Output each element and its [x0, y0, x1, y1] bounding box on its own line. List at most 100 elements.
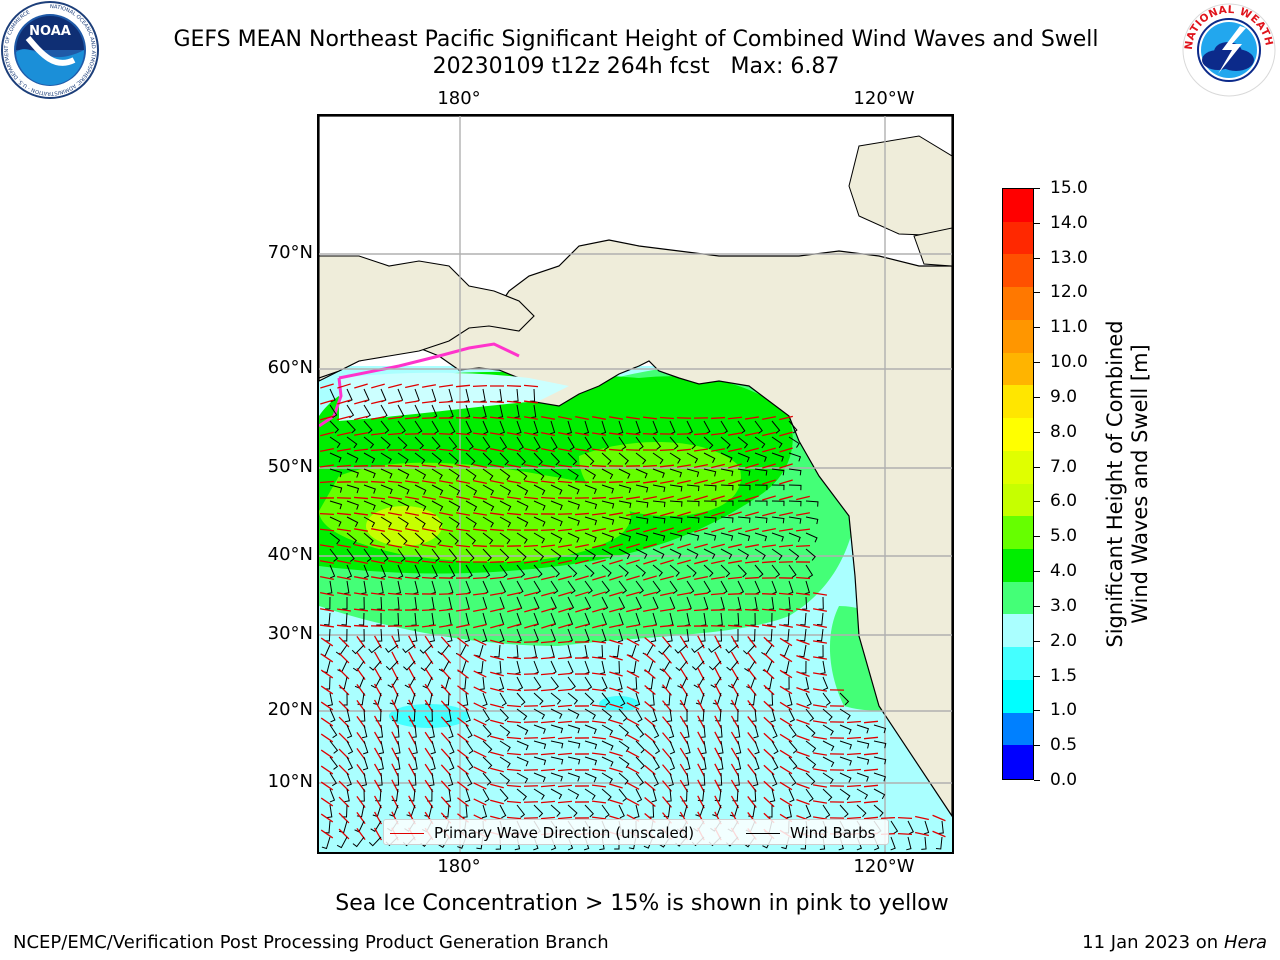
wave-direction-arrow	[405, 383, 419, 389]
wind-barb	[550, 692, 562, 705]
legend-barb-swatch	[746, 832, 780, 834]
wave-direction-arrow	[320, 399, 334, 405]
wind-barb	[618, 708, 628, 722]
wave-direction-arrow	[763, 636, 775, 648]
wind-barb	[856, 804, 867, 818]
wind-barb	[499, 724, 511, 737]
wave-direction-arrow	[391, 715, 399, 729]
wave-direction-arrow	[644, 637, 656, 647]
wave-direction-arrow	[506, 385, 522, 387]
wave-direction-arrow	[439, 495, 453, 501]
colorbar-tick-label: 13.0	[1050, 247, 1088, 268]
wave-direction-arrow	[557, 640, 573, 644]
wave-direction-arrow	[391, 731, 399, 745]
wave-direction-arrow	[507, 447, 521, 453]
wind-barb	[514, 404, 520, 419]
wave-direction-arrow	[472, 576, 488, 580]
wave-direction-arrow	[679, 731, 689, 745]
wind-barb	[516, 756, 529, 767]
wave-direction-arrow	[591, 752, 607, 756]
wind-barb	[584, 692, 595, 706]
wind-barb	[550, 564, 560, 578]
wind-barb	[516, 564, 526, 578]
wave-direction-arrow	[408, 779, 416, 793]
wind-barb	[329, 772, 338, 787]
wind-barb	[498, 676, 505, 691]
wind-barb	[668, 724, 675, 739]
wind-barb	[465, 772, 473, 787]
wind-barb	[635, 468, 648, 479]
wind-barb	[716, 772, 723, 786]
wind-barb	[448, 516, 460, 528]
wind-barb	[683, 772, 690, 787]
wind-barb	[429, 628, 436, 643]
wind-barb	[703, 548, 716, 559]
wave-direction-arrow	[745, 495, 759, 501]
wave-direction-arrow	[541, 623, 555, 629]
wind-barb	[618, 452, 629, 465]
colorbar-segment	[1003, 450, 1033, 485]
wind-barb	[465, 452, 476, 466]
wind-barb	[634, 692, 641, 707]
wind-barb	[368, 644, 382, 654]
wave-direction-arrow	[455, 544, 471, 548]
chart-title: GEFS MEAN Northeast Pacific Significant …	[173, 27, 1099, 52]
wave-direction-arrow	[490, 687, 504, 693]
wave-direction-arrow	[473, 686, 487, 694]
wind-barb	[726, 660, 739, 671]
wave-direction-arrow	[711, 448, 725, 452]
wind-barb	[329, 708, 336, 723]
wind-barb	[839, 756, 852, 766]
wave-direction-arrow	[626, 702, 640, 710]
wave-direction-arrow	[506, 416, 522, 420]
wave-direction-arrow	[609, 703, 623, 709]
wind-barb	[380, 532, 391, 545]
wave-direction-arrow	[779, 717, 793, 727]
wind-barb	[720, 548, 733, 560]
wave-direction-arrow	[370, 512, 386, 516]
wave-direction-arrow	[591, 464, 607, 468]
wave-direction-arrow	[540, 704, 556, 708]
wave-direction-arrow	[796, 654, 810, 662]
wave-direction-arrow	[421, 624, 437, 628]
wave-direction-arrow	[337, 383, 351, 389]
wave-direction-arrow	[456, 495, 470, 501]
wave-direction-arrow	[677, 543, 691, 549]
wind-barb	[801, 596, 808, 610]
wave-direction-arrow	[354, 559, 368, 565]
wave-direction-arrow	[779, 765, 793, 775]
wind-barb	[464, 404, 471, 419]
wave-direction-arrow	[778, 544, 794, 548]
colorbar-tick-label: 9.0	[1050, 386, 1078, 407]
map-panel[interactable]	[317, 114, 954, 854]
wind-barb	[754, 532, 768, 542]
colorbar-tick-label: 3.0	[1050, 595, 1078, 616]
chart-subtitle: 20230109 t12z 264h fcst Max: 6.87	[432, 54, 840, 79]
wave-direction-arrow	[524, 575, 538, 581]
wind-barb	[429, 772, 435, 787]
wave-direction-arrow	[540, 768, 556, 772]
wave-direction-arrow	[711, 543, 725, 549]
wind-barb	[584, 740, 598, 750]
wind-barb	[839, 788, 851, 801]
wave-direction-arrow	[456, 479, 470, 485]
wind-barb	[754, 468, 768, 476]
wind-barb	[751, 708, 757, 722]
wave-direction-arrow	[506, 672, 522, 676]
wind-barb	[516, 804, 526, 818]
wave-direction-arrow	[506, 480, 522, 484]
wind-barb	[351, 644, 365, 655]
wave-direction-arrow	[506, 768, 522, 772]
wave-direction-arrow	[812, 768, 828, 772]
wind-barb	[516, 788, 527, 801]
colorbar-tick-label: 1.0	[1050, 700, 1078, 721]
wave-direction-arrow	[609, 543, 623, 549]
wave-direction-arrow	[320, 813, 334, 823]
colorbar-segment	[1003, 679, 1033, 714]
wind-barb	[635, 724, 645, 738]
wave-direction-arrow	[626, 575, 640, 581]
wind-barb	[482, 724, 492, 738]
wave-direction-arrow	[421, 464, 437, 468]
wave-direction-arrow	[744, 560, 760, 564]
wind-barb	[411, 772, 417, 786]
